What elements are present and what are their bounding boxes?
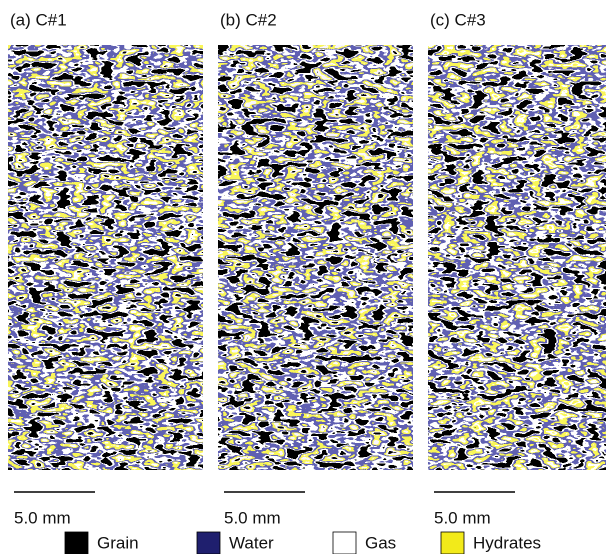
ct-image xyxy=(8,45,203,470)
ct-image xyxy=(428,45,606,470)
panel-label: (b) C#2 xyxy=(220,10,277,29)
legend-swatch xyxy=(440,531,465,554)
legend-label: Grain xyxy=(97,533,139,552)
legend-swatch xyxy=(64,531,89,554)
legend-swatch xyxy=(332,531,357,554)
panel-label: (a) C#1 xyxy=(10,10,67,29)
scale-label: 5.0 mm xyxy=(434,508,491,527)
panel-label: (c) C#3 xyxy=(430,10,486,29)
scale-label: 5.0 mm xyxy=(14,508,71,527)
ct-image xyxy=(218,45,413,470)
legend-swatch xyxy=(196,531,221,554)
legend-label: Water xyxy=(229,533,274,552)
scale-label: 5.0 mm xyxy=(224,508,281,527)
legend-label: Hydrates xyxy=(473,533,541,552)
legend-label: Gas xyxy=(365,533,396,552)
